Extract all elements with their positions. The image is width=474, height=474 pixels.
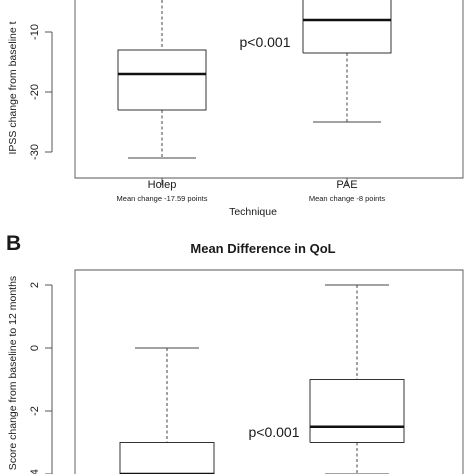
panel-b-y-axis-title: Score change from baseline to 12 months: [7, 276, 19, 470]
panel-a-y-tick-label: -20: [29, 84, 41, 100]
panel-a-boxes: [117, 0, 392, 159]
panel-b-p-value: p<0.001: [249, 424, 300, 440]
panel-b-boxplot-box-2: [309, 284, 405, 474]
panel-a-plot-frame: [74, 0, 464, 179]
panel-b-title: Mean Difference in QoL: [190, 241, 335, 256]
panel-b-boxplot-box-1: [119, 347, 215, 474]
panel-a-y-ticks: -10 -20 -30: [29, 24, 52, 160]
panel-b: B Mean Difference in QoL 2 0 -2 -4 Score ch…: [6, 232, 464, 474]
holep-mean-change-note: Mean change -17.59 points: [117, 194, 208, 203]
pae-mean-change-note: Mean change -8 points: [309, 194, 386, 203]
panel-b-y-tick-label: -2: [29, 406, 41, 416]
iqr-box: [119, 442, 215, 474]
panel-a-y-tick-label: -30: [29, 144, 41, 160]
panel-a-p-value: p<0.001: [240, 34, 291, 50]
panel-b-plot-frame: [74, 269, 464, 474]
panel-b-boxes: [119, 284, 405, 474]
panel-b-y-ticks: 2 0 -2 -4: [29, 282, 52, 474]
panel-b-y-tick-label: 0: [29, 345, 41, 351]
panel-a: -10 -20 -30 IPSS change from baseline t p<…: [7, 0, 464, 218]
panel-a-boxplot-pae: [302, 0, 392, 123]
panel-b-y-tick-label: 2: [29, 282, 41, 288]
panel-a-boxplot-holep: [117, 0, 207, 159]
panel-b-letter: B: [6, 232, 21, 255]
panel-a-y-axis-title: IPSS change from baseline t: [7, 21, 19, 154]
iqr-box: [309, 379, 405, 443]
panel-a-y-tick-label: -10: [29, 24, 41, 40]
x-label-holep: Holep: [148, 179, 177, 191]
x-label-pae: PAE: [336, 179, 357, 191]
panel-a-x-axis-title: Technique: [229, 206, 277, 218]
iqr-box: [117, 49, 207, 111]
iqr-box: [302, 0, 392, 54]
panel-b-y-tick-label: -4: [29, 469, 41, 474]
